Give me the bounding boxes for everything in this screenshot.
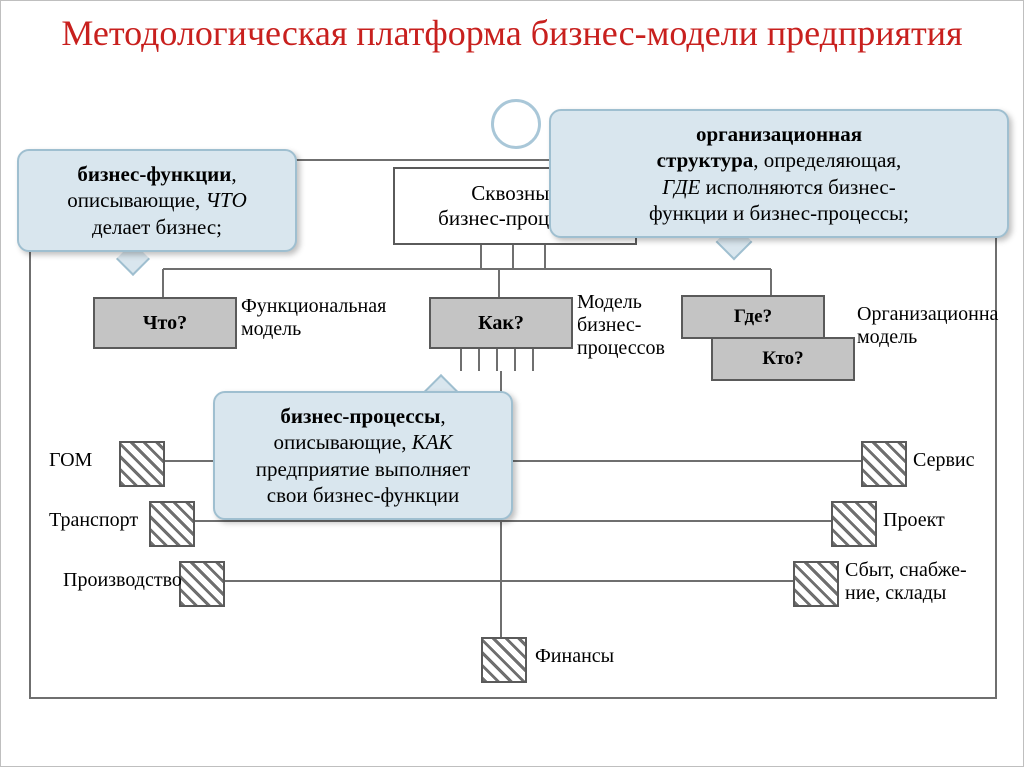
box-how-label: Как?: [478, 312, 524, 335]
leaf-finance-icon: [481, 637, 527, 683]
box-what: Что?: [93, 297, 237, 349]
callout-processes-em: КАК: [412, 430, 453, 454]
leaf-project-icon: [831, 501, 877, 547]
slide-frame: Методологическая платформа бизнес-модели…: [0, 0, 1024, 767]
leaf-service-icon: [861, 441, 907, 487]
box-who: Кто?: [711, 337, 855, 381]
callout-functions: бизнес-функции,описывающие, ЧТОделает би…: [17, 149, 297, 252]
leaf-sales-label: Сбыт, снабже-ние, склады: [845, 559, 995, 605]
box-who-label: Кто?: [762, 348, 803, 370]
box-what-label: Что?: [143, 312, 187, 335]
leaf-service-label: Сервис: [913, 449, 974, 472]
label-how-right: Модельбизнес-процессов: [577, 291, 697, 360]
box-how: Как?: [429, 297, 573, 349]
decorative-circle: [491, 99, 541, 149]
callout-functions-em: ЧТО: [205, 188, 246, 212]
leaf-gom-label: ГОМ: [49, 449, 92, 472]
box-where-label: Где?: [734, 306, 772, 328]
callout-processes: бизнес-процессы,описывающие, КАКпредприя…: [213, 391, 513, 520]
box-where: Где?: [681, 295, 825, 339]
leaf-sales-icon: [793, 561, 839, 607]
callout-processes-bold: бизнес-процессы: [280, 404, 440, 428]
callout-processes-tail: предприятие выполняетсвои бизнес-функции: [256, 457, 470, 507]
leaf-transport-icon: [149, 501, 195, 547]
leaf-finance-label: Финансы: [535, 645, 614, 668]
callout-structure: организационнаяструктура, определяющая,Г…: [549, 109, 1009, 238]
callout-functions-tail: делает бизнес;: [92, 215, 222, 239]
label-what-right: Функциональнаямодель: [241, 295, 411, 341]
label-where-right: Организационнамодель: [857, 303, 1007, 349]
leaf-transport-label: Транспорт: [49, 509, 138, 532]
callout-structure-em: ГДЕ: [662, 175, 700, 199]
callout-structure-rest: , определяющая,: [753, 148, 901, 172]
leaf-project-label: Проект: [883, 509, 945, 532]
leaf-gom-icon: [119, 441, 165, 487]
callout-functions-bold: бизнес-функции: [77, 162, 231, 186]
leaf-production-label: Производство: [63, 569, 193, 592]
